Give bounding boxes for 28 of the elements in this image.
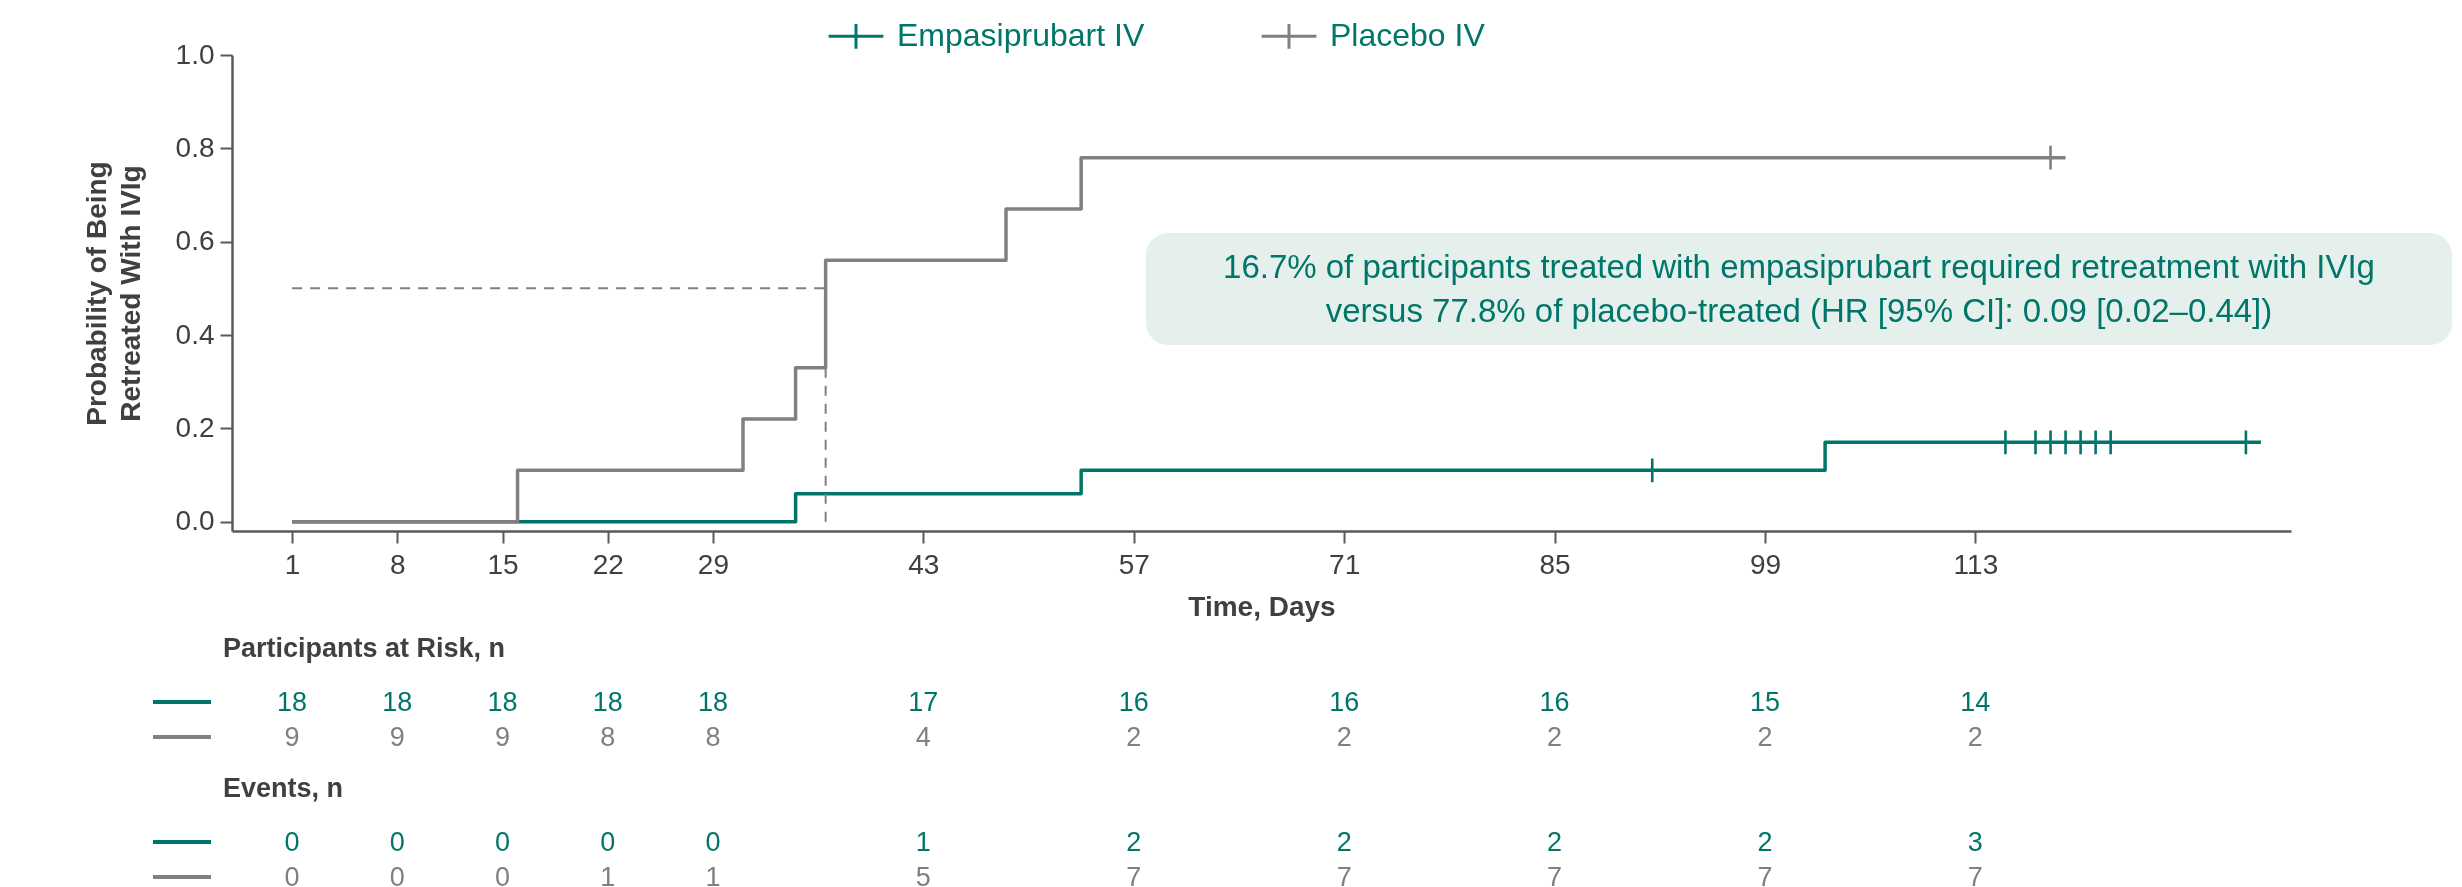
text: Events, n (223, 772, 344, 804)
y-tick-label: 0.8 (175, 131, 215, 163)
x-tick-label: 8 (390, 548, 406, 580)
x-tick-label: 29 (697, 548, 730, 580)
y-tick-label: 1.0 (175, 38, 215, 70)
x-tick-label: 57 (1118, 548, 1150, 580)
text: Participants at Risk, n (223, 632, 506, 664)
text: 0 0 0 1 1 5 7 7 7 7 7 (284, 861, 1983, 887)
y-tick-label: 0.4 (175, 318, 215, 350)
text: 0 0 0 0 0 1 2 2 2 2 3 (284, 826, 1983, 857)
x-tick-label: 85 (1539, 548, 1571, 580)
x-tick-label: 71 (1329, 548, 1361, 580)
legend-label: Empasiprubart IV (897, 17, 1145, 54)
x-tick-label: 1 (284, 548, 301, 580)
x-tick-label: 15 (487, 548, 519, 580)
y-tick-label: 0.6 (175, 225, 215, 257)
y-tick-label: 0.0 (175, 505, 215, 537)
text: 18 18 18 18 18 17 16 16 16 15 14 (277, 686, 1991, 717)
y-tick-label: 0.2 (175, 411, 215, 443)
y-axis-title: Probability of Being Retreated With IVIg (80, 161, 146, 426)
x-tick-label: 113 (1953, 548, 1999, 580)
legend-label: Placebo IV (1330, 17, 1486, 54)
x-tick-label: 43 (908, 548, 940, 580)
x-tick-label: 99 (1749, 548, 1782, 580)
x-tick-label: 22 (592, 548, 624, 580)
text: 9 9 9 8 8 4 2 2 2 2 2 (284, 721, 1983, 752)
callout-box: 16.7% of participants treated with empasiprubart required retreatment with IVIg versus 77.8% of placebo-treated (HR [95% CI]: 0.09 [0.02–0.44]) (1146, 233, 2452, 345)
x-axis-title: Time, Days (1188, 590, 1336, 622)
